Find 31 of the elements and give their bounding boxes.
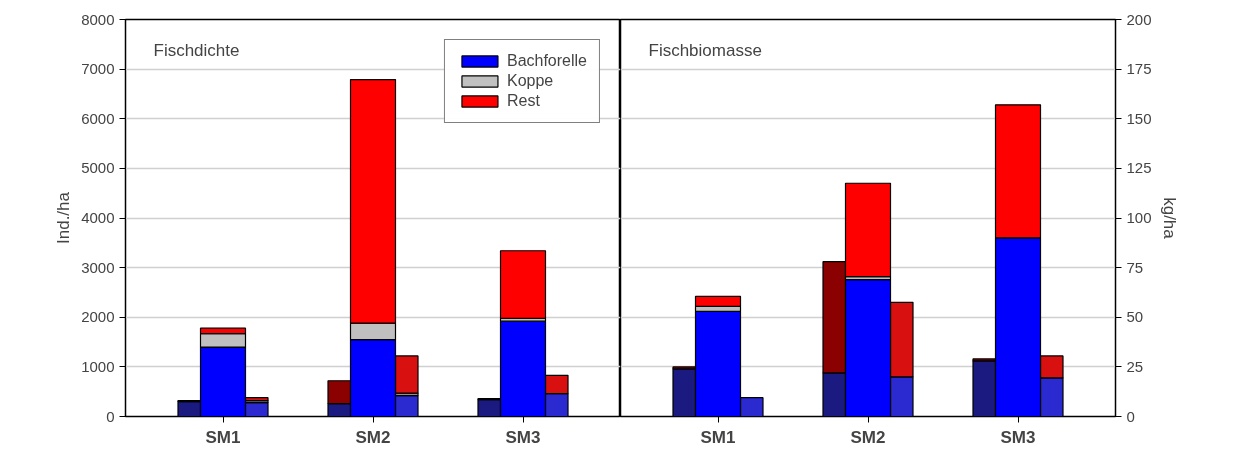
y2-tick-label: 100 bbox=[1126, 209, 1152, 226]
y2-tick-label: 125 bbox=[1126, 159, 1152, 177]
y2-tick-label: 25 bbox=[1126, 357, 1144, 375]
y2-tick-label: 200 bbox=[1126, 10, 1152, 28]
legend-label: Bachforelle bbox=[506, 52, 587, 70]
y2-tick-label: 50 bbox=[1126, 308, 1144, 326]
x-tick-label: SM3 bbox=[505, 427, 541, 447]
y2-tick-label: 150 bbox=[1126, 109, 1152, 127]
y2-axis-title: kg/ha bbox=[1159, 197, 1179, 240]
y-tick-label: 2000 bbox=[81, 308, 115, 326]
y-tick-label: 4000 bbox=[81, 209, 115, 226]
x-tick-label: SM2 bbox=[355, 427, 391, 447]
x-tick-label: SM2 bbox=[850, 427, 886, 447]
y2-tick-label: 175 bbox=[1126, 60, 1152, 78]
y-tick-label: 6000 bbox=[81, 109, 115, 127]
legend-label: Rest bbox=[506, 92, 540, 110]
x-tick-label: SM3 bbox=[1000, 427, 1036, 447]
y-tick-label: 7000 bbox=[81, 60, 115, 78]
x-tick-label: SM1 bbox=[205, 427, 241, 447]
y2-tick-label: 0 bbox=[1126, 407, 1135, 425]
y-tick-label: 0 bbox=[106, 407, 115, 425]
y-tick-label: 5000 bbox=[81, 159, 115, 177]
text: Fischbiomasse bbox=[648, 40, 762, 60]
y-tick-label: 1000 bbox=[81, 357, 115, 375]
y-tick-label: 8000 bbox=[81, 10, 115, 28]
y-tick-label: 3000 bbox=[81, 258, 115, 276]
y-axis-title: Ind./ha bbox=[54, 191, 74, 244]
legend-label: Koppe bbox=[506, 72, 554, 90]
y2-tick-label: 75 bbox=[1126, 258, 1144, 276]
x-tick-label: SM1 bbox=[700, 427, 736, 447]
text: Fischdichte bbox=[153, 40, 240, 60]
